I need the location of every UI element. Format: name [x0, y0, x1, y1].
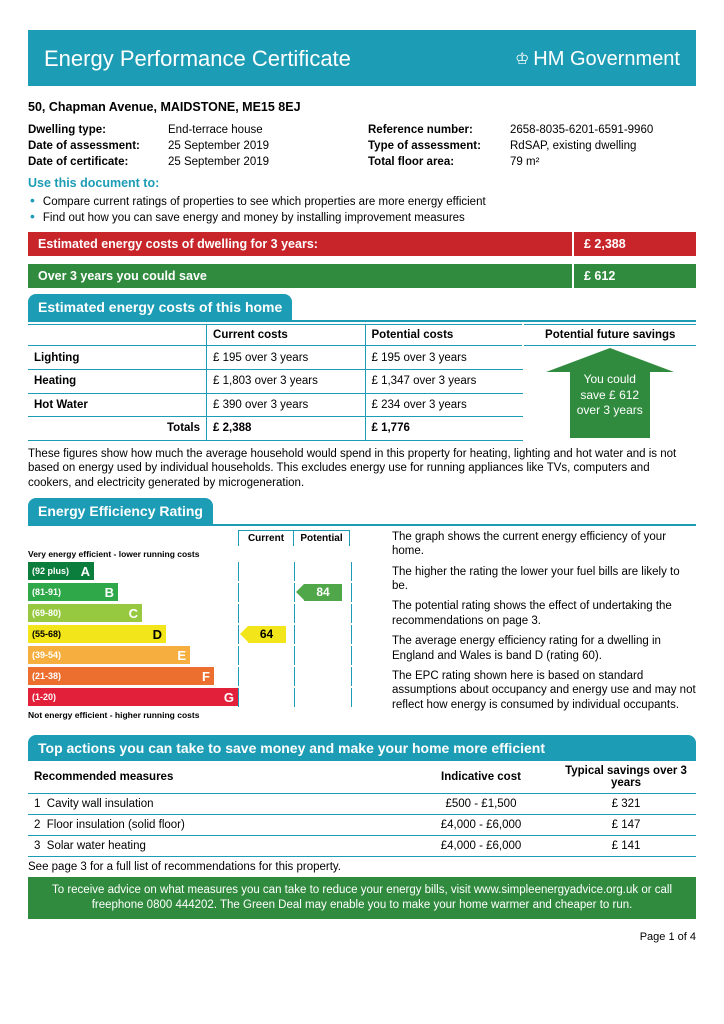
action-row: 1 Cavity wall insulation£500 - £1,500£ 3… [28, 793, 696, 814]
energy-costs-table: Current costs Potential costs Potential … [28, 324, 696, 441]
header-title: Energy Performance Certificate [44, 46, 351, 72]
efficiency-band-G: (1-20)G [28, 688, 380, 707]
efficiency-band-E: (39-54)E [28, 646, 380, 665]
potential-rating-pointer: 84 [304, 584, 342, 601]
property-address: 50, Chapman Avenue, MAIDSTONE, ME15 8EJ [28, 100, 696, 114]
see-page-note: See page 3 for a full list of recommenda… [28, 861, 696, 873]
efficiency-title: Energy Efficiency Rating [28, 498, 213, 524]
energy-costs-title: Estimated energy costs of this home [28, 294, 292, 320]
efficiency-chart: Current Potential Very energy efficient … [28, 530, 380, 723]
efficiency-band-D: (55-68)D64 [28, 625, 380, 644]
header-banner: Energy Performance Certificate ♔ HM Gove… [28, 30, 696, 86]
cost-row: Estimated energy costs of dwelling for 3… [28, 232, 696, 256]
action-row: 3 Solar water heating£4,000 - £6,000£ 14… [28, 835, 696, 856]
property-details: Dwelling type:Date of assessment:Date of… [28, 122, 696, 170]
action-row: 2 Floor insulation (solid floor)£4,000 -… [28, 814, 696, 835]
advice-box: To receive advice on what measures you c… [28, 877, 696, 919]
figures-note: These figures show how much the average … [28, 447, 696, 490]
use-document-title: Use this document to: [28, 176, 696, 190]
cost-row: Over 3 years you could save£ 612 [28, 264, 696, 288]
hm-government-logo: ♔ HM Government [515, 48, 680, 71]
efficiency-band-C: (69-80)C [28, 604, 380, 623]
crown-icon: ♔ [515, 49, 529, 69]
current-rating-pointer: 64 [248, 626, 286, 643]
efficiency-band-A: (92 plus)A [28, 562, 380, 581]
efficiency-description: The graph shows the current energy effic… [392, 530, 696, 723]
efficiency-band-B: (81-91)B84 [28, 583, 380, 602]
efficiency-band-F: (21-38)F [28, 667, 380, 686]
savings-arrow: You couldsave £ 612over 3 years [526, 348, 694, 438]
actions-table: Recommended measures Indicative cost Typ… [28, 761, 696, 857]
top-actions-title: Top actions you can take to save money a… [28, 735, 696, 761]
page-number: Page 1 of 4 [28, 931, 696, 943]
use-document-list: Compare current ratings of properties to… [28, 192, 696, 224]
